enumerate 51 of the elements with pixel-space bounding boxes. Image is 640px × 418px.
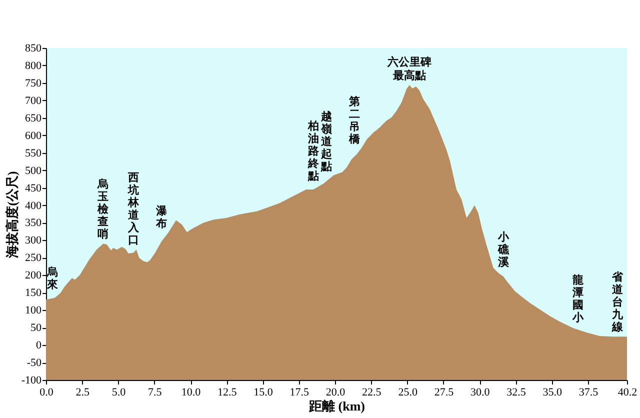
annotation: 省道台九線	[611, 270, 624, 334]
x-tick-label: 17.5	[290, 386, 310, 398]
x-tick-label: 35.0	[542, 386, 562, 398]
y-tick-label: 500	[25, 164, 42, 177]
x-tick-label: 2.5	[76, 386, 90, 398]
y-tick-label: 50	[30, 322, 42, 334]
x-tick-label: 25.0	[398, 386, 418, 398]
y-tick-label: 750	[25, 77, 42, 90]
annotation: 西坑林道入口	[126, 172, 140, 247]
y-axis-title: 海拔高度(公尺)	[4, 171, 20, 259]
annotation: 越嶺道起點	[320, 110, 333, 173]
y-tick-label: 550	[25, 147, 42, 160]
y-tick-label: 850	[25, 42, 42, 54]
y-tick-label: 800	[25, 60, 42, 72]
annotation: 六公里碑	[386, 56, 432, 69]
annotation: 柏油路終點	[306, 120, 320, 183]
x-tick-label: 27.5	[434, 386, 454, 398]
x-tick-label: 37.5	[578, 386, 599, 398]
y-tick-label: 100	[25, 304, 42, 317]
annotation: 小礁溪	[496, 230, 510, 269]
x-tick-label: 12.5	[218, 386, 238, 398]
x-tick-label: 5.0	[112, 386, 126, 398]
annotation: 瀑布	[155, 204, 168, 230]
y-tick-label: 450	[25, 182, 42, 194]
y-tick-label: 150	[25, 287, 42, 300]
x-tick-label: 30.0	[470, 386, 490, 398]
x-tick-label: 15.0	[254, 386, 274, 398]
x-tick-label: 22.5	[362, 386, 382, 398]
x-tick-label: 40.2	[618, 386, 638, 398]
x-tick-label: 7.5	[148, 386, 162, 398]
annotation: 第二吊橋	[348, 95, 362, 146]
x-tick-label: 0.0	[40, 386, 54, 398]
annotation: 烏來	[46, 266, 60, 292]
y-tick-label: 700	[25, 94, 42, 107]
annotation: 烏玉檢查哨	[96, 178, 110, 241]
y-tick-label: -100	[21, 374, 42, 386]
y-tick-label: 300	[25, 234, 42, 247]
annotation: 龍潭國小	[571, 274, 584, 324]
annotation: 最高點	[392, 69, 426, 82]
y-tick-label: 600	[25, 130, 42, 142]
y-tick-label: 0	[36, 340, 42, 352]
x-axis-title: 距離 (km)	[308, 398, 365, 414]
x-tick-label: 10.0	[181, 386, 202, 398]
y-tick-label: 400	[25, 200, 42, 212]
y-tick-label: -50	[26, 357, 42, 370]
y-tick-label: 250	[25, 252, 42, 264]
y-tick-label: 200	[25, 270, 42, 282]
y-tick-label: 650	[25, 112, 42, 124]
y-tick-label: 350	[25, 217, 42, 230]
x-tick-label: 20.0	[326, 386, 346, 398]
x-tick-label: 32.5	[506, 386, 526, 398]
